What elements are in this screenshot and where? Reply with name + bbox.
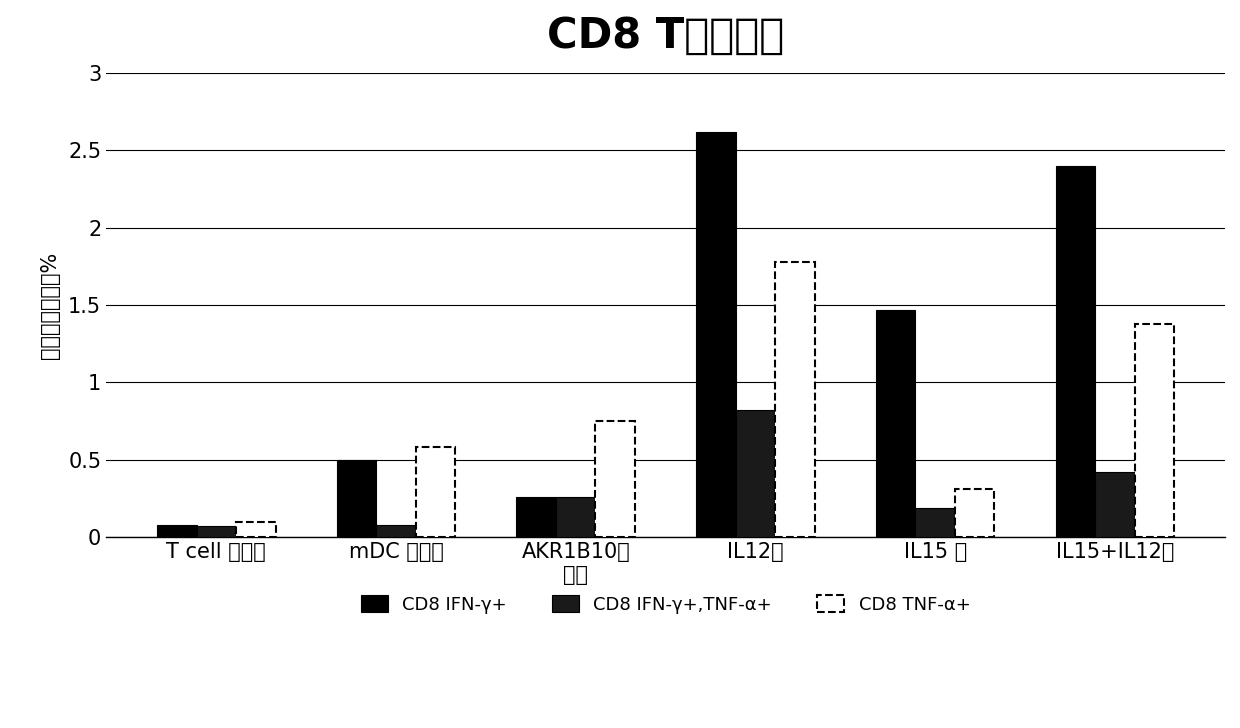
Bar [595,421,635,537]
Bar [516,497,556,537]
Legend: CD8 IFN-γ+, CD8 IFN-γ+,TNF-α+, CD8 TNF-α+: CD8 IFN-γ+, CD8 IFN-γ+,TNF-α+, CD8 TNF-α… [353,588,977,621]
Bar [236,522,275,537]
Bar [376,525,415,537]
Bar [337,460,376,537]
Bar [955,489,994,537]
Y-axis label: 阳性细胞比例，%: 阳性细胞比例，% [40,251,60,359]
Title: CD8 T细胞应答: CD8 T细胞应答 [547,15,784,57]
Bar [1135,324,1174,537]
Bar [735,411,775,537]
Bar [556,497,595,537]
Bar [915,507,955,537]
Bar [157,525,196,537]
Bar [1055,166,1095,537]
Bar [696,132,735,537]
Bar [775,262,815,537]
Bar [415,448,455,537]
Bar [1095,472,1135,537]
Bar [875,309,915,537]
Bar [196,526,236,537]
